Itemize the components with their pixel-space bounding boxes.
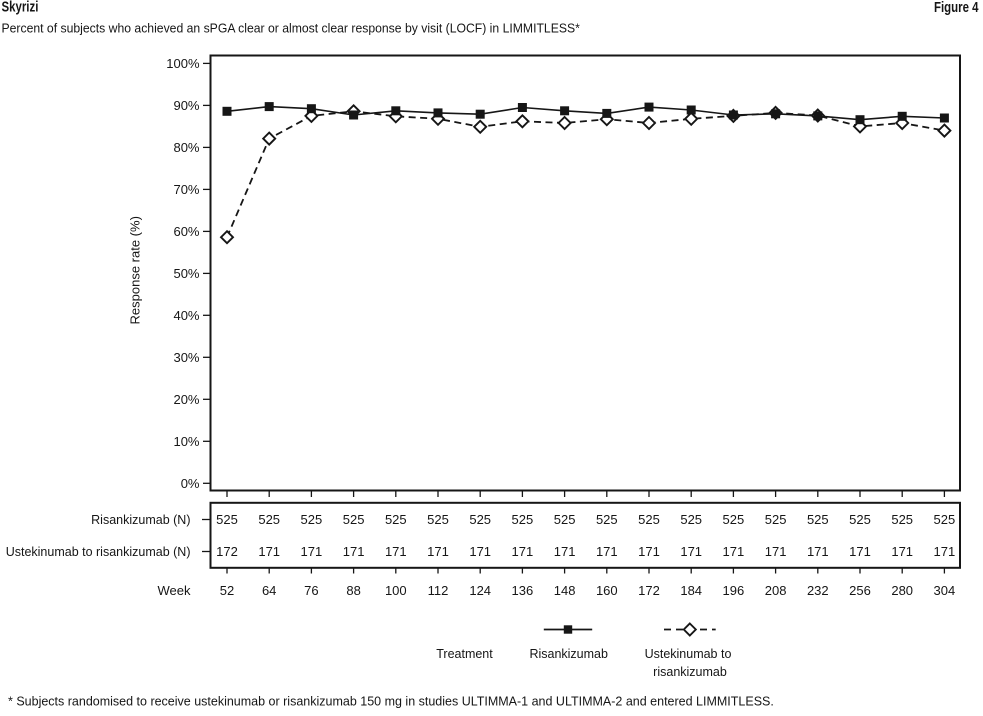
svg-text:171: 171 (427, 544, 449, 559)
svg-text:112: 112 (428, 583, 449, 598)
svg-text:525: 525 (723, 512, 745, 527)
svg-text:100%: 100% (166, 56, 200, 71)
svg-text:171: 171 (596, 544, 618, 559)
svg-text:Week: Week (158, 583, 191, 598)
svg-text:525: 525 (934, 512, 956, 527)
svg-text:525: 525 (216, 512, 238, 527)
svg-text:525: 525 (301, 512, 323, 527)
svg-text:30%: 30% (173, 350, 199, 365)
svg-text:525: 525 (469, 512, 491, 527)
svg-text:171: 171 (891, 544, 913, 559)
svg-text:525: 525 (385, 512, 407, 527)
svg-text:171: 171 (849, 544, 871, 559)
svg-text:184: 184 (680, 583, 702, 598)
svg-text:Figure 4: Figure 4 (934, 0, 979, 15)
svg-text:171: 171 (512, 544, 534, 559)
svg-text:171: 171 (258, 544, 280, 559)
svg-text:280: 280 (891, 583, 913, 598)
svg-text:171: 171 (385, 544, 407, 559)
svg-text:70%: 70% (173, 182, 199, 197)
svg-text:60%: 60% (173, 224, 199, 239)
svg-text:171: 171 (765, 544, 787, 559)
svg-text:525: 525 (343, 512, 365, 527)
svg-text:0%: 0% (181, 476, 200, 491)
svg-text:171: 171 (680, 544, 702, 559)
svg-text:20%: 20% (173, 392, 199, 407)
svg-text:171: 171 (723, 544, 745, 559)
svg-text:Skyrizi: Skyrizi (2, 0, 39, 15)
svg-text:52: 52 (220, 583, 234, 598)
svg-text:Ustekinumab to risankizumab (N: Ustekinumab to risankizumab (N) (6, 545, 191, 559)
svg-text:Ustekinumab to: Ustekinumab to (645, 647, 732, 661)
svg-text:171: 171 (343, 544, 365, 559)
svg-text:196: 196 (723, 583, 745, 598)
svg-text:171: 171 (934, 544, 956, 559)
svg-text:Risankizumab: Risankizumab (529, 647, 608, 661)
svg-text:100: 100 (385, 583, 407, 598)
svg-text:160: 160 (596, 583, 618, 598)
svg-text:525: 525 (765, 512, 787, 527)
svg-text:525: 525 (807, 512, 829, 527)
svg-text:Treatment: Treatment (436, 647, 493, 661)
svg-text:50%: 50% (173, 266, 199, 281)
svg-text:525: 525 (596, 512, 618, 527)
svg-text:525: 525 (512, 512, 534, 527)
svg-text:172: 172 (216, 544, 238, 559)
svg-text:525: 525 (554, 512, 576, 527)
svg-text:88: 88 (346, 583, 360, 598)
svg-text:525: 525 (638, 512, 660, 527)
svg-text:171: 171 (807, 544, 829, 559)
svg-text:76: 76 (304, 583, 318, 598)
svg-text:256: 256 (849, 583, 871, 598)
svg-text:90%: 90% (173, 98, 199, 113)
svg-text:risankizumab: risankizumab (653, 665, 727, 679)
svg-text:171: 171 (554, 544, 576, 559)
svg-text:64: 64 (262, 583, 276, 598)
svg-text:525: 525 (680, 512, 702, 527)
svg-text:80%: 80% (173, 140, 199, 155)
svg-text:40%: 40% (173, 308, 199, 323)
svg-text:525: 525 (849, 512, 871, 527)
svg-text:Risankizumab (N): Risankizumab (N) (91, 513, 190, 527)
svg-text:10%: 10% (173, 434, 199, 449)
svg-text:171: 171 (638, 544, 660, 559)
svg-text:208: 208 (765, 583, 787, 598)
svg-text:525: 525 (258, 512, 280, 527)
svg-text:124: 124 (469, 583, 491, 598)
svg-text:148: 148 (554, 583, 576, 598)
svg-text:171: 171 (301, 544, 323, 559)
svg-text:525: 525 (891, 512, 913, 527)
svg-text:Response rate (%): Response rate (%) (127, 216, 142, 324)
svg-text:232: 232 (807, 583, 829, 598)
svg-text:136: 136 (512, 583, 534, 598)
svg-text:172: 172 (638, 583, 660, 598)
svg-text:* Subjects randomised to recei: * Subjects randomised to receive ustekin… (8, 695, 774, 709)
svg-text:171: 171 (469, 544, 491, 559)
svg-text:525: 525 (427, 512, 449, 527)
svg-text:304: 304 (934, 583, 956, 598)
svg-text:Percent of subjects who achiev: Percent of subjects who achieved an sPGA… (2, 21, 581, 35)
